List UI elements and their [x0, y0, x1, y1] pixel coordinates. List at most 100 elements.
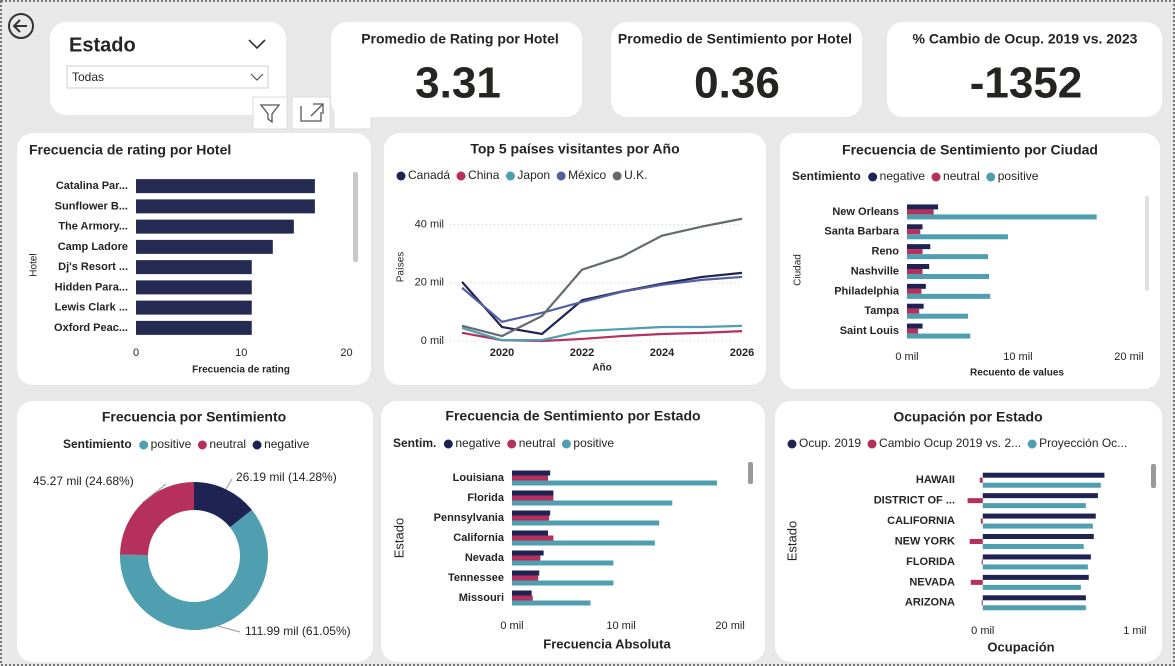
- bar: [982, 605, 1086, 611]
- bar: [512, 550, 544, 556]
- bar: [982, 534, 1094, 539]
- scrollbar[interactable]: [1151, 464, 1156, 488]
- card-title: Promedio de Rating por Hotel: [361, 31, 559, 47]
- bar: [907, 333, 971, 339]
- bar: [136, 280, 252, 295]
- x-axis-label: Recuento de values: [970, 368, 1064, 379]
- bar: [512, 555, 541, 561]
- donut-slice: [120, 509, 268, 630]
- bar: [512, 595, 533, 601]
- bar: [907, 214, 1097, 220]
- bar: [907, 303, 924, 309]
- chart-title: Frecuencia de Sentimiento por Estado: [445, 408, 700, 424]
- bar: [136, 179, 315, 194]
- legend-marker: [197, 440, 207, 450]
- y-tick-label: Tampa: [864, 305, 900, 317]
- y-tick-label: Reno: [872, 246, 900, 258]
- leader-line: [217, 625, 241, 633]
- bar: [907, 234, 1008, 240]
- bar: [907, 283, 926, 289]
- bar: [982, 574, 1089, 580]
- x-tick-label: 1 mil: [1123, 625, 1146, 637]
- x-tick-label: 20 mil: [1114, 351, 1143, 363]
- card-title: % Cambio de Ocup. 2019 vs. 2023: [913, 31, 1138, 47]
- legend-label: neutral: [943, 169, 980, 183]
- bar: [907, 328, 919, 334]
- donut-slice: [120, 482, 195, 556]
- bar: [136, 300, 252, 315]
- x-tick-label: 10 mil: [606, 620, 635, 632]
- x-tick-label: 20: [340, 347, 352, 359]
- donut-slice: [194, 482, 252, 528]
- legend-title: Sentim.: [393, 436, 436, 450]
- chart-panel: [780, 133, 1160, 389]
- bar: [136, 260, 252, 275]
- x-tick-label: 10 mil: [1003, 351, 1032, 363]
- y-axis-label: Estado: [784, 521, 799, 561]
- bar: [512, 495, 554, 501]
- slicer-title: Estado: [69, 34, 136, 56]
- slicer-dropdown[interactable]: [66, 65, 269, 89]
- focus-icon[interactable]: [291, 96, 331, 130]
- slicer-chevron[interactable]: [248, 39, 266, 50]
- bar: [907, 249, 923, 255]
- legend-label: positive: [573, 436, 614, 450]
- scrollbar[interactable]: [353, 172, 358, 262]
- y-tick-label: Pennsylvania: [434, 512, 505, 524]
- bar: [982, 493, 1098, 499]
- card: [887, 22, 1162, 117]
- y-tick-label: DISTRICT OF ...: [874, 495, 955, 507]
- y-tick-label: Sunflower B...: [55, 200, 128, 212]
- y-tick-label: Santa Barbara: [824, 226, 899, 238]
- legend-label: Cambio Ocup 2019 vs. 2...: [879, 436, 1021, 450]
- bar: [907, 274, 990, 279]
- bar: [979, 477, 983, 483]
- y-tick-label: Louisiana: [453, 472, 505, 484]
- bar: [981, 600, 983, 606]
- legend-label: negative: [880, 169, 926, 183]
- y-tick-label: Philadelphia: [834, 285, 900, 297]
- legend-label: neutral: [519, 436, 556, 450]
- y-tick-label: Tennessee: [448, 572, 504, 584]
- legend-title: Sentimiento: [792, 169, 861, 183]
- y-tick-label: Dj's Resort ...: [58, 261, 128, 273]
- bar: [970, 579, 983, 585]
- bar: [982, 595, 1086, 601]
- card-title: Promedio de Sentimiento por Hotel: [618, 31, 852, 47]
- y-tick-label: Missouri: [459, 592, 504, 604]
- line: [461, 324, 743, 342]
- y-tick-label: New Orleans: [832, 206, 899, 218]
- chart-panel: [381, 401, 765, 662]
- y-tick-label: Nashville: [851, 265, 899, 277]
- legend-marker: [867, 439, 877, 449]
- bar: [907, 204, 939, 210]
- x-axis-label: Frecuencia Absoluta: [543, 636, 671, 651]
- bar: [512, 500, 673, 506]
- x-axis-label: Ocupación: [987, 639, 1054, 654]
- y-tick-label: 20 mil: [415, 277, 444, 289]
- y-tick-label: Lewis Clark ...: [55, 302, 128, 314]
- y-tick-label: NEVADA: [909, 576, 955, 588]
- filter-icon[interactable]: [252, 96, 288, 130]
- x-tick-label: 0 mil: [971, 625, 994, 637]
- scrollbar[interactable]: [748, 462, 753, 484]
- bar: [982, 482, 1101, 488]
- back-button[interactable]: [8, 13, 34, 39]
- y-tick-label: FLORIDA: [906, 556, 955, 568]
- legend-label: neutral: [209, 437, 246, 451]
- x-tick-label: 0 mil: [500, 620, 523, 632]
- bar: [907, 209, 934, 215]
- bar: [512, 580, 614, 586]
- legend-label: México: [568, 168, 606, 182]
- bar: [907, 313, 969, 319]
- bar: [512, 470, 551, 476]
- bar: [512, 600, 591, 606]
- y-tick-label: 40 mil: [415, 218, 444, 230]
- scrollbar[interactable]: [1145, 196, 1149, 291]
- legend-marker: [986, 172, 996, 182]
- bar: [982, 544, 1084, 549]
- bar: [982, 503, 1086, 509]
- bar: [512, 535, 554, 541]
- x-tick-label: 2024: [650, 347, 675, 359]
- bar: [982, 472, 1105, 478]
